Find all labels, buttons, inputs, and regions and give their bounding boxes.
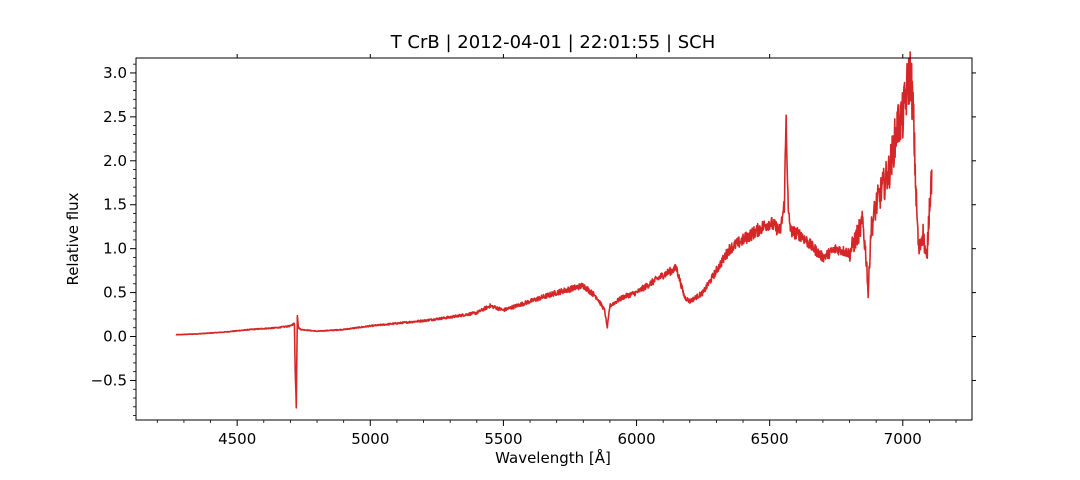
x-axis: 4500 5000 5500 6000 6500 7000 xyxy=(156,54,957,448)
y-tick-label: −0.5 xyxy=(91,371,127,389)
x-tick-label: 5500 xyxy=(484,430,522,448)
plot-frame xyxy=(135,57,973,421)
spectrum-line xyxy=(175,51,933,409)
y-axis-label: Relative flux xyxy=(64,192,82,285)
y-tick-label: 0.5 xyxy=(103,284,127,302)
plot-area xyxy=(175,51,933,409)
y-tick-label: 1.0 xyxy=(103,240,127,258)
y-axis: −0.5 0.0 0.5 1.0 1.5 2.0 2.5 3.0 xyxy=(91,63,976,417)
y-tick-label: 3.0 xyxy=(103,64,127,82)
x-tick-label: 5000 xyxy=(351,430,389,448)
y-tick-label: 2.0 xyxy=(103,152,127,170)
y-tick-label: 0.0 xyxy=(103,328,127,346)
y-tick-label: 1.5 xyxy=(103,196,127,214)
x-tick-label: 6500 xyxy=(751,430,789,448)
x-tick-label: 6000 xyxy=(617,430,655,448)
x-tick-label: 7000 xyxy=(884,430,922,448)
chart-title: T CrB | 2012-04-01 | 22:01:55 | SCH xyxy=(390,32,716,53)
x-tick-label: 4500 xyxy=(218,430,256,448)
y-tick-label: 2.5 xyxy=(103,108,127,126)
x-axis-label: Wavelength [Å] xyxy=(495,448,611,467)
